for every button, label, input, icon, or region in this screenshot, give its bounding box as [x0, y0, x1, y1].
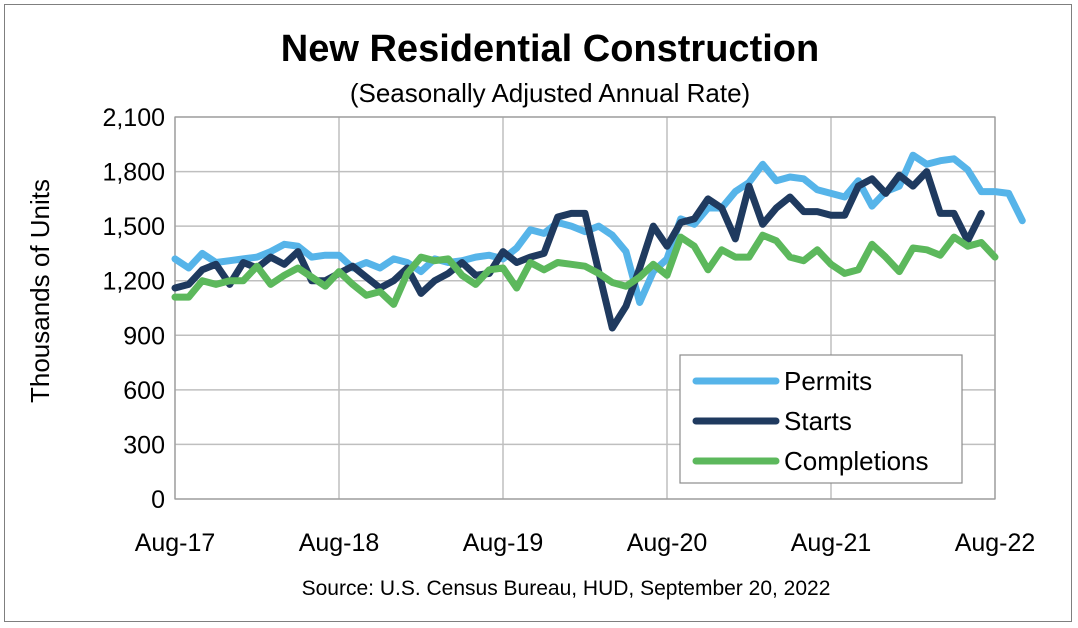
chart-svg: New Residential Construction (Seasonally…	[25, 28, 1036, 600]
chart-frame: New Residential Construction (Seasonally…	[4, 4, 1072, 622]
legend-label-starts: Starts	[784, 406, 852, 436]
y-tick-label: 1,800	[102, 159, 165, 187]
plot-area-border	[174, 116, 996, 500]
legend-label-permits: Permits	[784, 366, 872, 396]
legend-label-completions: Completions	[784, 446, 929, 476]
chart-subtitle: (Seasonally Adjusted Annual Rate)	[350, 78, 750, 108]
chart-title: New Residential Construction	[281, 28, 819, 70]
y-axis-label: Thousands of Units	[25, 179, 55, 403]
y-tick-label: 900	[123, 322, 165, 350]
y-tick-label: 2,100	[102, 104, 165, 132]
y-tick-label: 300	[123, 431, 165, 459]
series-line-starts	[171, 168, 985, 332]
y-tick-label: 1,500	[102, 213, 165, 241]
x-tick-label: Aug-17	[135, 529, 216, 557]
x-tick-label: Aug-18	[299, 529, 380, 557]
x-tick-label: Aug-21	[791, 529, 872, 557]
legend: Permits Starts Completions	[679, 354, 963, 484]
y-tick-label: 600	[123, 377, 165, 405]
series-line-completions	[171, 231, 999, 308]
source-note: Source: U.S. Census Bureau, HUD, Septemb…	[302, 577, 831, 600]
y-tick-label: 1,200	[102, 268, 165, 296]
x-tick-label: Aug-22	[955, 529, 1036, 557]
y-tick-labels: 0 300 600 900 1,200 1,500 1,800 2,100	[102, 104, 165, 514]
y-tick-label: 0	[151, 486, 165, 514]
x-tick-label: Aug-19	[463, 529, 544, 557]
series-lines	[171, 151, 1026, 332]
series-line-permits	[171, 151, 1026, 306]
x-tick-labels: Aug-17 Aug-18 Aug-19 Aug-20 Aug-21 Aug-22	[135, 529, 1036, 557]
x-tick-label: Aug-20	[627, 529, 708, 557]
